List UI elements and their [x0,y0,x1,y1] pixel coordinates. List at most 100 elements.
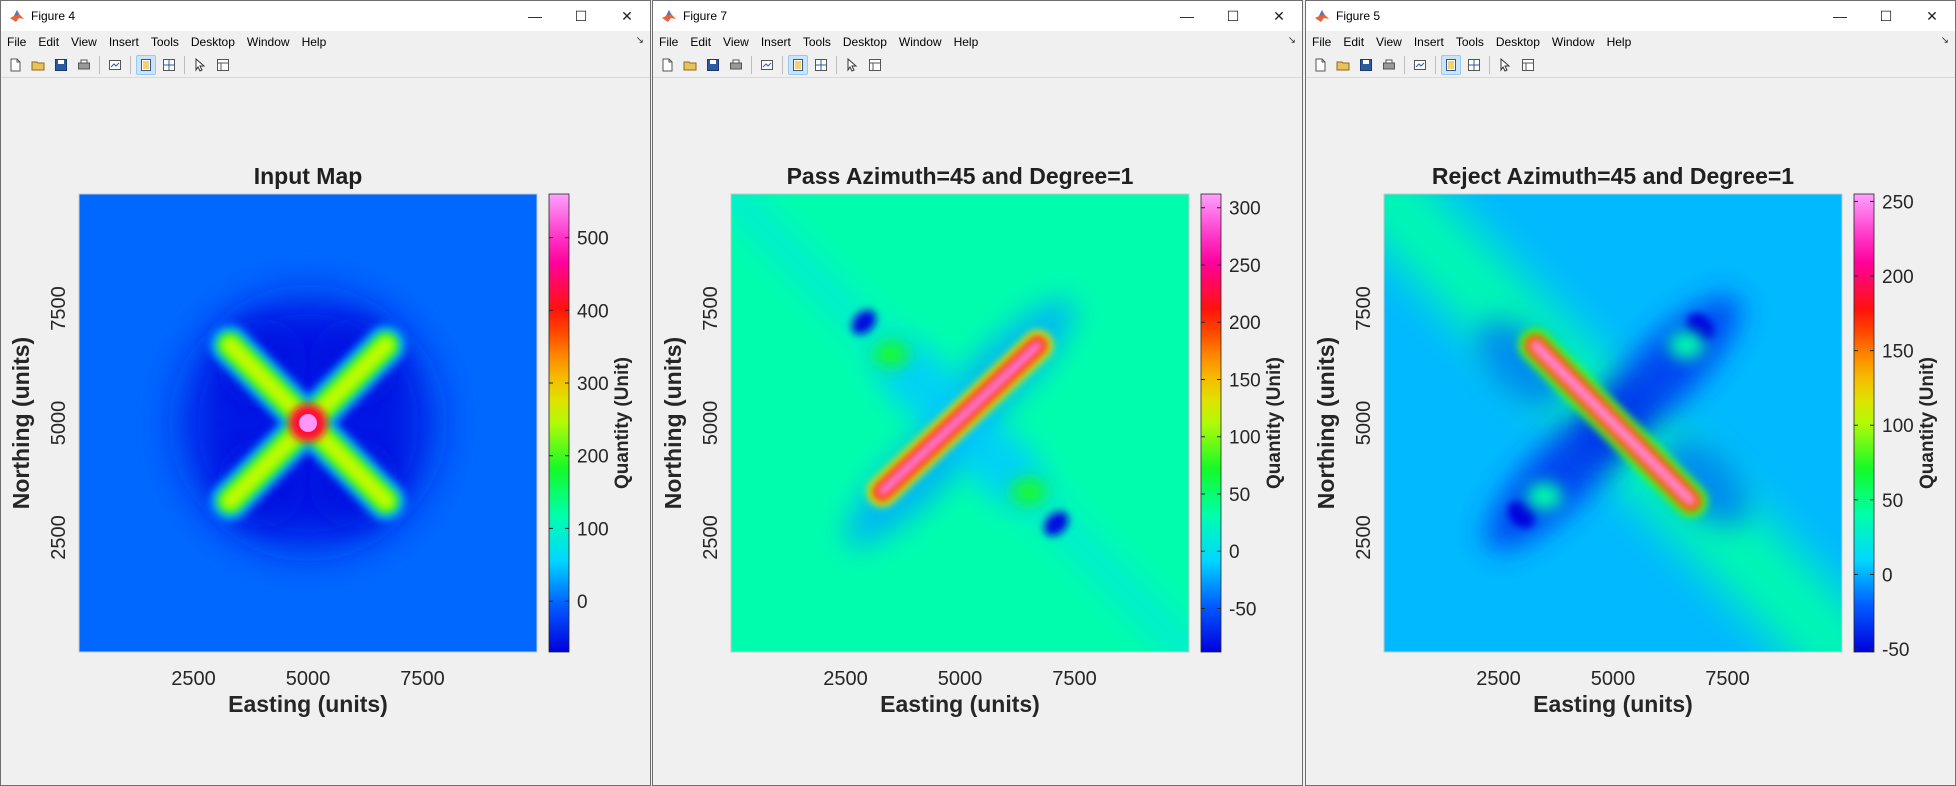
menu-window[interactable]: Window [1551,35,1595,49]
y-tick-label: 7500 [700,286,722,331]
maximize-button[interactable]: ☐ [1863,1,1909,31]
maximize-button[interactable]: ☐ [558,1,604,31]
menu-tools[interactable]: Tools [1455,35,1484,49]
menu-help[interactable]: Help [1606,35,1632,49]
close-button[interactable]: ✕ [604,1,650,31]
colorbar-tick-label: 500 [577,229,609,250]
y-tick-label: 7500 [48,286,70,331]
open-file-button[interactable] [680,55,700,75]
print-button[interactable] [726,55,746,75]
plot-svg: Input Map250025005000500075007500Easting… [8,163,633,717]
y-tick-label: 2500 [700,515,722,560]
menu-dock-arrow-icon[interactable]: ↘ [1940,35,1949,46]
colorbar-tick-label: 400 [577,301,609,322]
heatmap [731,194,1189,652]
save-button[interactable] [51,55,71,75]
edit-plot-button[interactable] [1495,55,1515,75]
menu-file[interactable]: File [659,35,679,49]
figure-toolbar [1306,53,1955,78]
menu-desktop[interactable]: Desktop [190,35,235,49]
print-icon [729,58,743,72]
new-figure-icon [8,58,22,72]
link-plot-button[interactable] [1410,55,1430,75]
open-property-inspector-button[interactable] [865,55,885,75]
minimize-button[interactable]: — [1817,1,1863,31]
menu-file[interactable]: File [7,35,27,49]
menu-file[interactable]: File [1312,35,1332,49]
new-figure-button[interactable] [1310,55,1330,75]
y-tick-label: 2500 [1353,515,1375,560]
window-title: Figure 5 [1336,9,1381,23]
print-button[interactable] [74,55,94,75]
toolbar-separator [751,56,752,74]
close-button[interactable]: ✕ [1909,1,1955,31]
show-plot-tools-button[interactable] [811,55,831,75]
menu-insert[interactable]: Insert [760,35,791,49]
menu-view[interactable]: View [723,35,749,49]
window-titlebar[interactable]: Figure 4 — ☐ ✕ [1,1,650,31]
link-plot-button[interactable] [105,55,125,75]
open-file-button[interactable] [1333,55,1353,75]
close-button[interactable]: ✕ [1256,1,1302,31]
new-figure-button[interactable] [657,55,677,75]
save-button[interactable] [703,55,723,75]
menu-insert[interactable]: Insert [1413,35,1444,49]
menu-edit[interactable]: Edit [1343,35,1365,49]
minimize-button[interactable]: — [1164,1,1210,31]
plot-title: Input Map [254,163,363,189]
edit-plot-button[interactable] [190,55,210,75]
toolbar-separator [1404,56,1405,74]
menu-edit[interactable]: Edit [690,35,712,49]
show-plot-tools-button[interactable] [1464,55,1484,75]
hide-plot-tools-button[interactable] [1441,55,1461,75]
open-file-button[interactable] [28,55,48,75]
figure-window[interactable]: Figure 7 — ☐ ✕ File Edit View Insert Tools Deskto… [652,0,1303,786]
x-axis-label: Easting (units) [1533,691,1693,717]
menu-edit[interactable]: Edit [38,35,60,49]
menu-desktop[interactable]: Desktop [842,35,887,49]
menu-window[interactable]: Window [246,35,290,49]
window-title: Figure 4 [31,9,76,23]
menu-tools[interactable]: Tools [150,35,179,49]
minimize-icon: — [1180,8,1194,24]
menu-tools[interactable]: Tools [802,35,831,49]
menu-help[interactable]: Help [301,35,327,49]
open-property-inspector-button[interactable] [213,55,233,75]
colorbar-tick-label: 100 [1882,416,1914,437]
x-tick-label: 5000 [286,668,331,690]
colorbar [1200,193,1222,653]
open-property-inspector-button[interactable] [1518,55,1538,75]
menu-dock-arrow-icon[interactable]: ↘ [635,35,644,46]
colorbar-tick-label: 150 [1882,342,1914,363]
new-figure-button[interactable] [5,55,25,75]
edit-plot-button[interactable] [842,55,862,75]
figure-window[interactable]: Figure 4 — ☐ ✕ File Edit View Insert Tools Deskto… [0,0,651,786]
minimize-button[interactable]: — [512,1,558,31]
hide-plot-tools-button[interactable] [136,55,156,75]
window-titlebar[interactable]: Figure 7 — ☐ ✕ [653,1,1302,31]
toolbar-separator [130,56,131,74]
toolbar-separator [1489,56,1490,74]
window-titlebar[interactable]: Figure 5 — ☐ ✕ [1306,1,1955,31]
menu-dock-arrow-icon[interactable]: ↘ [1287,35,1296,46]
menu-help[interactable]: Help [953,35,979,49]
y-axis-label: Northing (units) [8,337,34,509]
colorbar-tick-label: 100 [1229,428,1261,449]
menu-bar: File Edit View Insert Tools Desktop Window Help… [653,31,1302,53]
save-button[interactable] [1356,55,1376,75]
show-plot-tools-button[interactable] [159,55,179,75]
menu-view[interactable]: View [71,35,97,49]
hide-plot-tools-button[interactable] [788,55,808,75]
menu-desktop[interactable]: Desktop [1495,35,1540,49]
link-plot-button[interactable] [757,55,777,75]
print-button[interactable] [1379,55,1399,75]
menu-view[interactable]: View [1376,35,1402,49]
menu-insert[interactable]: Insert [108,35,139,49]
print-icon [1382,58,1396,72]
figure-window[interactable]: Figure 5 — ☐ ✕ File Edit View Insert Tools Deskto… [1305,0,1956,786]
maximize-button[interactable]: ☐ [1210,1,1256,31]
plot-svg: Reject Azimuth=45 and Degree=12500250050… [1313,163,1938,717]
close-icon: ✕ [1273,7,1285,24]
menu-window[interactable]: Window [898,35,942,49]
edit-plot-icon [845,58,859,72]
